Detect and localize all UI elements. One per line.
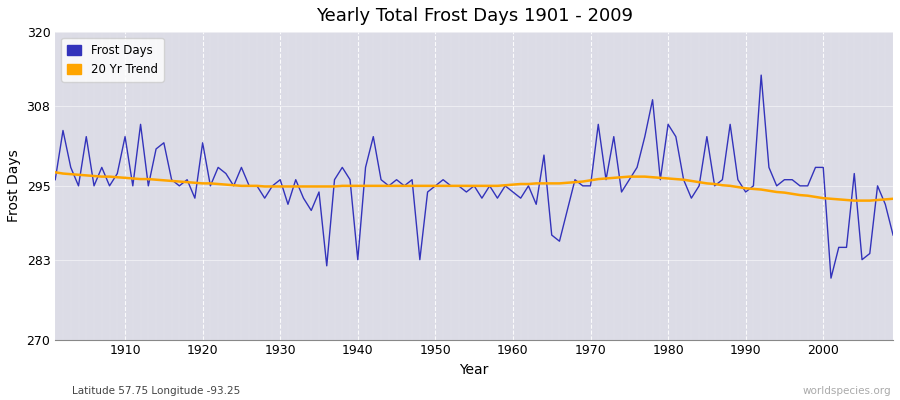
Text: worldspecies.org: worldspecies.org <box>803 386 891 396</box>
Title: Yearly Total Frost Days 1901 - 2009: Yearly Total Frost Days 1901 - 2009 <box>316 7 633 25</box>
Frost Days <box>508 190 518 194</box>
20 Yr Trend <box>600 176 611 181</box>
20 Yr Trend <box>508 182 518 187</box>
20 Yr Trend <box>849 198 859 203</box>
Legend: Frost Days, 20 Yr Trend: Frost Days, 20 Yr Trend <box>61 38 164 82</box>
Line: 20 Yr Trend: 20 Yr Trend <box>55 172 893 201</box>
20 Yr Trend <box>500 183 510 188</box>
Frost Days <box>825 276 836 280</box>
Frost Days <box>600 177 611 182</box>
20 Yr Trend <box>887 196 898 201</box>
Frost Days <box>283 202 293 207</box>
Text: Latitude 57.75 Longitude -93.25: Latitude 57.75 Longitude -93.25 <box>72 386 240 396</box>
Frost Days <box>112 171 122 176</box>
20 Yr Trend <box>50 170 60 175</box>
20 Yr Trend <box>283 184 293 189</box>
Frost Days <box>500 184 510 188</box>
20 Yr Trend <box>112 175 122 180</box>
Frost Days <box>50 177 60 182</box>
Frost Days <box>756 73 767 78</box>
Frost Days <box>887 233 898 238</box>
Line: Frost Days: Frost Days <box>55 75 893 278</box>
20 Yr Trend <box>329 184 340 189</box>
Frost Days <box>329 177 340 182</box>
X-axis label: Year: Year <box>460 363 489 377</box>
Y-axis label: Frost Days: Frost Days <box>7 150 21 222</box>
